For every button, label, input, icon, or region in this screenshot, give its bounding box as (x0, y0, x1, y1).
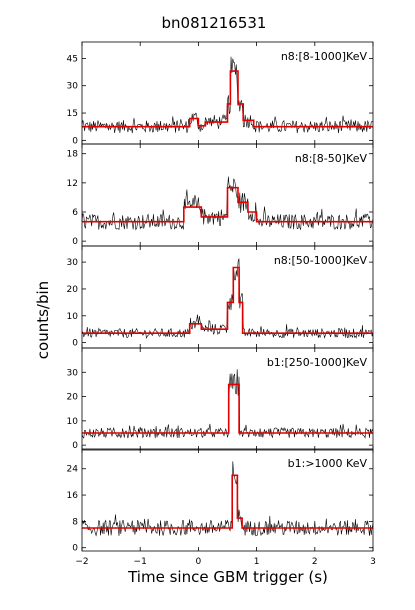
x-tick-label: 0 (196, 557, 202, 567)
x-tick-label: 3 (370, 557, 376, 567)
y-tick-label: 12 (67, 179, 78, 189)
x-tick-label: −1 (134, 557, 147, 567)
y-tick-label: 0 (72, 544, 78, 554)
panel-1: 0 15 30 45 n8:[8-1000]KeV (67, 41, 374, 146)
y-tick-label: 20 (67, 393, 79, 403)
y-tick-label: 30 (67, 82, 79, 92)
light-curve-series (81, 369, 374, 439)
light-curve-series (81, 461, 374, 537)
chart-title: bn081216531 (162, 14, 267, 32)
panel-label: n8:[8-50]KeV (295, 152, 368, 165)
bayesian-blocks-series (82, 70, 373, 128)
y-tick-label: 15 (67, 109, 78, 119)
x-tick-label: 1 (254, 557, 260, 567)
y-tick-label: 10 (67, 312, 79, 322)
y-tick-label: 0 (72, 136, 78, 146)
y-tick-label: 30 (67, 258, 79, 268)
panel-frame (81, 347, 374, 451)
panel-2: 0 6 12 18 n8:[8-50]KeV (67, 143, 374, 247)
panel-label: n8:[8-1000]KeV (281, 50, 368, 63)
y-tick-label: 8 (72, 517, 78, 527)
panel-5: 0 8 16 24 b1:>1000 KeV (67, 448, 374, 554)
bayesian-blocks-series (82, 266, 373, 334)
x-axis-label: Time since GBM trigger (s) (127, 568, 328, 586)
y-tick-label: 0 (72, 339, 78, 349)
y-tick-label: 0 (72, 441, 78, 451)
bayesian-blocks-series (82, 474, 373, 529)
bayesian-blocks-series (82, 383, 373, 434)
y-tick-label: 30 (67, 368, 79, 378)
y-tick-label: 24 (67, 465, 79, 475)
y-tick-label: 18 (67, 150, 79, 160)
panel-4: 0 10 20 30 b1:[250-1000]KeV (67, 347, 374, 451)
panel-frame (81, 448, 374, 552)
y-tick-label: 0 (72, 237, 78, 247)
x-tick-label: −2 (75, 557, 88, 567)
y-tick-label: 16 (67, 491, 79, 501)
panel-label: b1:>1000 KeV (288, 457, 368, 470)
y-tick-label: 45 (67, 54, 78, 64)
y-axis-label: counts/bin (34, 281, 52, 359)
y-tick-label: 10 (67, 417, 79, 427)
y-tick-label: 20 (67, 285, 79, 295)
x-tick-label: 2 (312, 557, 318, 567)
y-tick-label: 6 (72, 208, 78, 218)
x-tick-labels: −2 −1 0 1 2 3 (75, 557, 376, 567)
panel-3: 0 10 20 30 n8:[50-1000]KeV (67, 245, 374, 349)
panel-label: b1:[250-1000]KeV (267, 356, 368, 369)
light-curve-series (81, 56, 374, 134)
bayesian-blocks-series (82, 186, 373, 223)
panel-label: n8:[50-1000]KeV (274, 254, 368, 267)
